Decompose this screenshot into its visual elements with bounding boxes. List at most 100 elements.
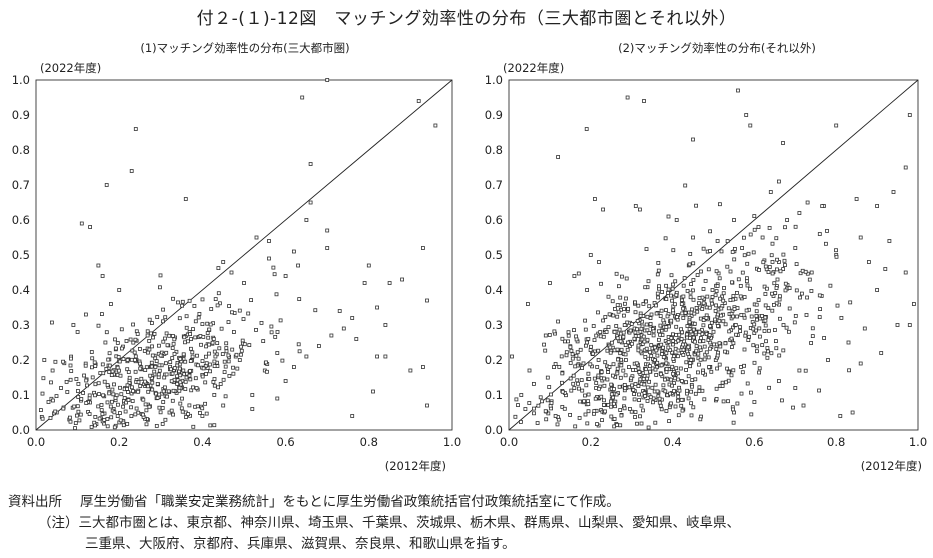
data-point [805,271,810,276]
data-point [664,308,668,313]
data-point [146,389,151,394]
data-point [157,405,162,410]
data-point [584,127,589,131]
data-point [192,303,197,308]
data-point [751,343,756,348]
data-point [639,403,644,408]
data-point [688,251,693,256]
data-point [283,274,288,278]
data-point [605,348,610,353]
data-point [580,388,585,393]
data-point [763,292,768,296]
data-point [596,357,601,362]
data-point [208,369,213,374]
data-point [118,385,122,390]
data-point [632,392,636,397]
data-point [817,293,822,298]
data-point [178,356,183,361]
data-points [39,78,438,431]
data-point [637,398,641,403]
data-point [678,366,683,371]
data-point [602,383,607,388]
data-point [710,294,715,299]
data-point [542,342,546,347]
data-point [822,336,826,340]
data-point [636,366,641,371]
data-point [93,393,97,398]
data-point [184,325,189,330]
data-point [371,389,375,394]
x-tick-label: 0.6 [276,435,294,449]
data-point [690,378,695,383]
y-tick-label: 0.8 [485,143,503,157]
data-point [903,270,908,275]
data-point [612,329,617,334]
data-point [614,392,619,397]
data-point [778,294,782,299]
data-point [657,400,662,405]
data-point [653,367,658,372]
data-point [157,363,162,368]
data-point [709,298,714,303]
data-point [716,324,720,328]
data-point [645,373,650,378]
data-point [623,352,628,357]
data-point [700,295,705,300]
data-point [161,307,166,312]
data-point [615,314,620,319]
data-point [775,267,779,272]
data-point [669,336,674,341]
data-point [609,382,614,387]
data-point [145,329,150,334]
data-point [557,364,562,369]
x-tick-labels: 0.0 0.2 0.4 0.6 0.8 1.0 [500,435,927,449]
data-point [783,288,788,293]
data-point [714,269,719,274]
data-point [731,420,736,425]
data-point [653,420,658,425]
data-point [291,365,296,369]
data-point [205,321,210,326]
data-point [659,342,664,347]
data-point [69,356,73,361]
data-point [701,318,706,323]
y-tick-label: 0.5 [485,248,503,262]
data-point [773,328,777,332]
data-point [752,227,757,232]
data-point [163,361,168,366]
data-point [73,421,78,426]
data-point [641,301,646,306]
data-point [168,360,173,365]
data-point [564,353,569,358]
data-point [583,412,588,417]
data-point [817,232,822,236]
data-point [547,332,552,337]
data-point [121,357,126,361]
data-point [847,368,851,373]
data-point [124,339,129,343]
data-point [721,319,726,324]
data-point [408,368,413,373]
data-point [676,371,680,376]
data-point [858,361,863,366]
source-note: 資料出所 厚生労働省「職業安定業務統計」をもとに厚生労働省政策統括官付政策統括室に… [8,492,620,513]
data-point [731,314,735,319]
data-point [594,333,599,338]
y-tick-label: 0.5 [12,248,30,262]
data-point [188,369,192,373]
data-point [674,332,678,337]
data-point [566,330,571,335]
data-point [150,344,154,349]
data-point [85,383,89,388]
data-point [681,283,686,288]
data-point [118,373,123,378]
data-point [714,396,719,401]
data-point [660,290,664,294]
data-point [668,391,672,396]
data-point [715,366,719,371]
data-point [203,401,208,406]
data-point [696,351,701,356]
data-point [783,263,787,268]
source-label: 資料出所 [8,494,62,510]
data-point [586,409,591,414]
